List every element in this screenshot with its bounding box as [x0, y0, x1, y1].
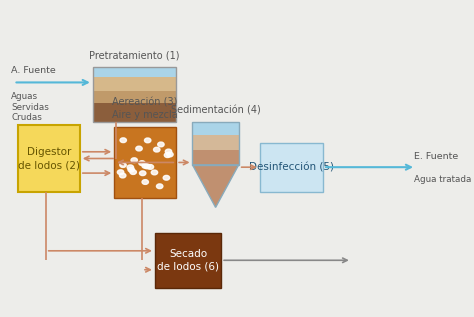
Text: Pretratamiento (1): Pretratamiento (1): [89, 50, 180, 60]
Text: A. Fuente: A. Fuente: [11, 66, 56, 74]
Circle shape: [118, 170, 124, 175]
Bar: [114, 127, 176, 198]
Circle shape: [165, 149, 172, 154]
Text: E. Fuente: E. Fuente: [414, 152, 458, 161]
Circle shape: [139, 161, 145, 165]
Circle shape: [131, 158, 137, 163]
Circle shape: [120, 163, 126, 167]
Circle shape: [164, 153, 171, 158]
Circle shape: [158, 142, 164, 147]
Text: Aereación (3)
Aire y mezcla: Aereación (3) Aire y mezcla: [112, 98, 178, 120]
Text: Digestor
de lodos (2): Digestor de lodos (2): [18, 147, 80, 170]
Bar: [93, 67, 176, 77]
Circle shape: [167, 152, 173, 157]
Circle shape: [156, 184, 163, 189]
Bar: [192, 122, 239, 135]
Text: Desinfección (5): Desinfección (5): [249, 162, 334, 172]
Bar: [155, 233, 221, 288]
Text: Secado
de lodos (6): Secado de lodos (6): [157, 249, 219, 272]
Polygon shape: [192, 165, 239, 207]
Bar: [192, 135, 239, 150]
Circle shape: [151, 170, 158, 175]
Bar: [192, 150, 239, 165]
Bar: [93, 67, 176, 122]
Circle shape: [142, 180, 148, 184]
Bar: [260, 143, 323, 192]
Circle shape: [120, 138, 127, 143]
Bar: [192, 122, 239, 165]
Text: Sedimentación (4): Sedimentación (4): [171, 105, 261, 115]
Circle shape: [145, 138, 151, 143]
Bar: [18, 125, 80, 192]
Circle shape: [136, 146, 142, 151]
Circle shape: [119, 173, 126, 178]
Circle shape: [147, 165, 154, 169]
Circle shape: [154, 147, 160, 152]
Circle shape: [144, 164, 150, 169]
Circle shape: [130, 170, 137, 174]
Circle shape: [163, 175, 170, 180]
Circle shape: [142, 164, 148, 168]
Bar: [93, 77, 176, 91]
Circle shape: [139, 171, 146, 176]
Bar: [93, 103, 176, 122]
Circle shape: [127, 165, 134, 170]
Bar: [93, 91, 176, 103]
Circle shape: [128, 167, 135, 172]
Text: Aguas
Servidas
Crudas: Aguas Servidas Crudas: [11, 92, 49, 122]
Text: Agua tratada: Agua tratada: [414, 175, 471, 184]
